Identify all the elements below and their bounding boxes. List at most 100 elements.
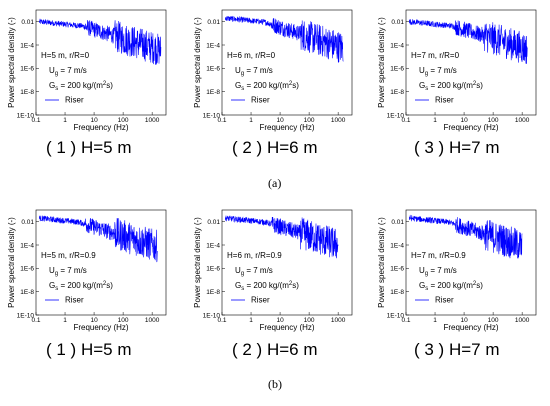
y-axis-label: Power spectral density (-) (377, 217, 386, 308)
y-axis-label: Power spectral density (-) (193, 217, 202, 308)
legend-label: Riser (65, 296, 84, 305)
x-tick-label: 100 (488, 317, 499, 324)
x-tick-label: 10 (276, 317, 284, 324)
annotation-gas-velocity: Ug = 7 m/s (235, 66, 273, 77)
annotation-condition: H=7 m, r/R=0.9 (411, 251, 466, 260)
chart-panel-1: 0.01 1E-4 1E-6 1E-8 1E-100.1 1 10 100 1000 Freque… (7, 9, 167, 132)
y-tick-label: 1E-8 (20, 89, 34, 96)
x-axis-label: Frequency (Hz) (443, 123, 498, 132)
panel-caption: ( 1 ) H=5 m (46, 340, 132, 359)
y-tick-label: 1E-6 (390, 66, 404, 73)
y-axis-label: Power spectral density (-) (193, 17, 202, 108)
annotation-condition: H=5 m, r/R=0 (41, 51, 90, 60)
x-tick-label: 0.1 (401, 117, 410, 124)
x-axis-label: Frequency (Hz) (259, 123, 314, 132)
annotation-condition: H=7 m, r/R=0 (411, 51, 460, 60)
plot-frame (405, 9, 537, 116)
y-tick-label: 1E-8 (206, 289, 220, 296)
x-tick-label: 10 (276, 117, 284, 124)
y-tick-label: 1E-8 (390, 289, 404, 296)
y-axis-label: Power spectral density (-) (377, 17, 386, 108)
y-tick-label: 1E-6 (390, 266, 404, 273)
annotation-condition: H=6 m, r/R=0 (227, 51, 276, 60)
x-tick-label: 1000 (331, 317, 346, 324)
plot-frame (35, 9, 167, 116)
annotation-gas-velocity: Ug = 7 m/s (419, 66, 457, 77)
y-tick-label: 1E-8 (390, 89, 404, 96)
y-tick-label: 1E-10 (387, 312, 405, 319)
y-tick-label: 1E-4 (390, 42, 404, 49)
chart-panel-4: 0.01 1E-4 1E-6 1E-8 1E-100.1 1 10 100 1000 Freque… (7, 209, 167, 332)
x-tick-label: 0.1 (401, 317, 410, 324)
x-tick-label: 1 (249, 117, 253, 124)
x-tick-label: 10 (90, 317, 98, 324)
x-tick-label: 1000 (515, 317, 530, 324)
y-tick-label: 1E-8 (20, 289, 34, 296)
series-line-riser (39, 215, 158, 263)
legend-label: Riser (65, 96, 84, 105)
x-tick-label: 1 (249, 317, 253, 324)
x-tick-label: 100 (304, 317, 315, 324)
x-tick-label: 100 (118, 317, 129, 324)
series-line-riser (225, 15, 344, 63)
x-axis-label: Frequency (Hz) (259, 323, 314, 332)
y-tick-label: 1E-6 (206, 266, 220, 273)
x-tick-label: 1000 (145, 117, 160, 124)
panel-caption: ( 1 ) H=5 m (46, 138, 132, 157)
part-b-label: (b) (268, 377, 282, 391)
y-tick-label: 1E-4 (390, 242, 404, 249)
x-axis-label: Frequency (Hz) (443, 323, 498, 332)
legend-label: Riser (435, 296, 454, 305)
panel-caption: ( 2 ) H=6 m (232, 340, 318, 359)
part-a-label: (a) (268, 176, 282, 190)
x-tick-label: 0.1 (217, 317, 226, 324)
legend-label: Riser (435, 96, 454, 105)
chart-panel-3: 0.01 1E-4 1E-6 1E-8 1E-100.1 1 10 100 1000 Freque… (377, 9, 537, 132)
annotation-gas-velocity: Ug = 7 m/s (49, 66, 87, 77)
annotation-solid-flux: Gs = 200 kg/(m2s) (419, 81, 483, 92)
annotation-gas-velocity: Ug = 7 m/s (419, 266, 457, 277)
y-tick-label: 1E-4 (20, 242, 34, 249)
annotation-condition: H=5 m, r/R=0.9 (41, 251, 96, 260)
panel-caption: ( 3 ) H=7 m (414, 138, 500, 157)
plot-frame (35, 209, 167, 316)
x-tick-label: 10 (90, 117, 98, 124)
chart-panel-2: 0.01 1E-4 1E-6 1E-8 1E-100.1 1 10 100 1000 Freque… (193, 9, 353, 132)
x-tick-label: 1000 (331, 117, 346, 124)
legend-label: Riser (251, 96, 270, 105)
x-tick-label: 1 (63, 117, 67, 124)
annotation-solid-flux: Gs = 200 kg/(m2s) (49, 281, 113, 292)
y-axis-label: Power spectral density (-) (7, 17, 16, 108)
x-tick-label: 1 (433, 317, 437, 324)
chart-panel-6: 0.01 1E-4 1E-6 1E-8 1E-100.1 1 10 100 1000 Freque… (377, 209, 537, 332)
x-tick-label: 100 (118, 117, 129, 124)
y-tick-label: 1E-4 (206, 42, 220, 49)
chart-panel-5: 0.01 1E-4 1E-6 1E-8 1E-100.1 1 10 100 1000 Freque… (193, 209, 353, 332)
plot-frame (221, 9, 353, 116)
annotation-solid-flux: Gs = 200 kg/(m2s) (235, 281, 299, 292)
y-tick-label: 1E-10 (203, 112, 221, 119)
y-tick-label: 1E-4 (206, 242, 220, 249)
panel-caption: ( 2 ) H=6 m (232, 138, 318, 157)
y-tick-label: 1E-6 (206, 66, 220, 73)
x-tick-label: 0.1 (31, 317, 40, 324)
y-tick-label: 0.01 (207, 219, 220, 226)
y-tick-label: 0.01 (207, 19, 220, 26)
annotation-gas-velocity: Ug = 7 m/s (235, 266, 273, 277)
legend-label: Riser (251, 296, 270, 305)
annotation-solid-flux: Gs = 200 kg/(m2s) (49, 81, 113, 92)
series-line-riser (409, 19, 528, 64)
series-line-riser (39, 18, 162, 65)
series-line-riser (225, 215, 339, 259)
x-tick-label: 1 (63, 317, 67, 324)
plot-frame (405, 209, 537, 316)
y-tick-label: 1E-6 (20, 66, 34, 73)
x-axis-label: Frequency (Hz) (73, 323, 128, 332)
plot-frame (221, 209, 353, 316)
y-tick-label: 0.01 (21, 19, 34, 26)
annotation-gas-velocity: Ug = 7 m/s (49, 266, 87, 277)
panel-caption: ( 3 ) H=7 m (414, 340, 500, 359)
x-tick-label: 1 (433, 117, 437, 124)
